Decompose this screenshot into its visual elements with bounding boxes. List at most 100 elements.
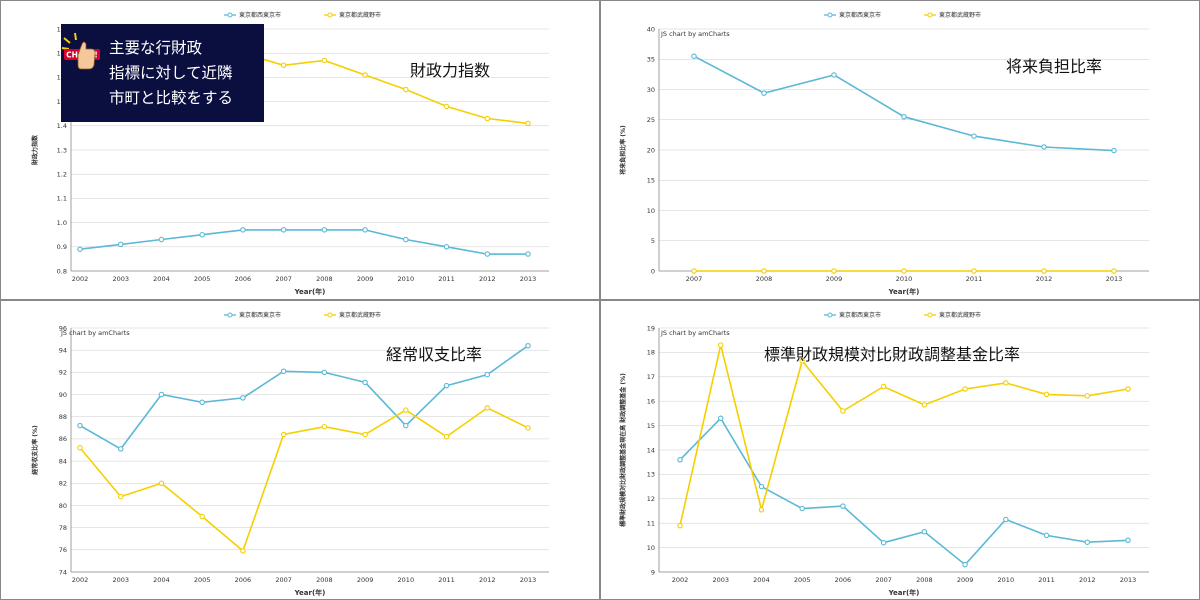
data-point [921,528,928,535]
legend-label-series_a: 東京都西東京市 [839,311,881,319]
data-point [158,480,165,487]
x-tick-label: 2005 [794,576,811,584]
data-point [362,431,368,438]
x-tick-label: 2013 [520,275,537,283]
data-point [240,395,246,401]
data-point [962,561,968,568]
check-pointing-hand-icon: CHECK! [61,32,100,70]
data-point [901,268,907,274]
x-tick-label: 2009 [357,576,374,584]
y-tick-label: 9 [651,568,655,576]
legend-marker-series_a [227,312,233,318]
x-tick-label: 2011 [438,576,455,584]
x-tick-label: 2007 [686,275,703,283]
y-tick-label: 0 [651,267,655,275]
y-tick-label: 12 [647,495,655,503]
x-tick-label: 2002 [72,275,89,283]
data-point [321,423,328,430]
callout-line-2: 指標に対して近隣 [109,64,233,82]
x-tick-label: 2012 [1036,275,1053,283]
x-tick-label: 2008 [756,275,773,283]
data-point [761,268,767,274]
x-tick-label: 2004 [753,576,770,584]
y-tick-label: 78 [59,524,67,532]
data-point [443,244,450,250]
y-axis-title: 経常収支比率 (%) [31,425,39,475]
y-tick-label: 86 [59,435,67,443]
data-point [971,133,977,139]
data-point [199,399,205,406]
x-tick-label: 2007 [875,576,892,584]
y-tick-label: 30 [647,86,655,94]
y-tick-label: 14 [647,446,655,454]
x-tick-label: 2005 [194,576,211,584]
y-tick-label: 16 [647,398,655,406]
chart-panel-future-burden: 東京都西東京市 東京都武蔵野市 0 5 10 15 20 25 30 35 40 2007 2008 20… [601,1,1199,299]
data-point [1125,386,1131,392]
data-point [77,422,83,429]
y-tick-label: 15 [647,422,655,430]
data-point [971,268,977,274]
data-point [831,268,837,274]
legend: 東京都西東京市 東京都武蔵野市 [824,11,981,19]
y-tick-label: 74 [59,568,67,576]
data-point [758,507,765,513]
y-tick-label: 1.1 [57,195,67,203]
y-tick-label: 18 [647,349,655,357]
data-point [280,227,287,233]
chart-credit: JS chart by amCharts [660,30,730,38]
data-point [1125,537,1131,544]
data-point [717,415,724,422]
y-tick-label: 90 [59,391,67,399]
legend-marker-series_b [327,312,333,318]
x-tick-label: 2004 [153,576,170,584]
data-point [525,120,531,127]
y-tick-label: 5 [651,237,655,245]
data-point [362,227,368,233]
data-point [321,57,328,64]
chart-panel-current-balance: 東京都西東京市 東京都武蔵野市 74 76 78 80 82 84 86 88 90 92 94 96 20… [1,301,599,599]
x-tick-label: 2003 [712,576,729,584]
x-tick-label: 2002 [72,576,89,584]
x-axis-title: Year(年) [294,287,326,296]
y-tick-label: 1.4 [57,122,67,130]
legend-label-series_a: 東京都西東京市 [239,311,281,319]
data-point [1041,268,1047,274]
data-point [240,548,246,554]
data-point [77,445,83,451]
chart-credit: JS chart by amCharts [60,329,130,337]
legend-marker-series_b [327,12,333,18]
x-axis-title: Year(年) [888,287,920,296]
data-point [484,371,491,378]
chart-credit: JS chart by amCharts [660,329,730,337]
x-tick-label: 2009 [357,275,374,283]
y-tick-label: 17 [647,373,655,381]
x-tick-label: 2008 [316,576,333,584]
data-point [443,103,450,110]
legend-label-series_a: 東京都西東京市 [839,11,881,19]
y-tick-label: 25 [647,116,655,124]
callout-line-3: 市町と比較をする [109,89,234,107]
chart-future-burden: 東京都西東京市 東京都武蔵野市 0 5 10 15 20 25 30 35 40 2007 2008 20… [619,11,1149,296]
data-point [443,382,450,389]
data-point [484,115,491,122]
y-tick-label: 84 [59,457,67,465]
data-point [280,368,287,375]
x-tick-label: 2012 [479,275,496,283]
data-point [525,342,531,349]
data-point [321,227,328,233]
x-tick-label: 2010 [998,576,1015,584]
legend-marker-series_a [227,12,233,18]
legend-marker-series_b [927,312,933,318]
data-point [403,236,409,243]
data-point [77,246,83,252]
series-line-2 [79,406,529,553]
y-tick-label: 92 [59,369,67,377]
chart-panel-fund-ratio: 東京都西東京市 東京都武蔵野市 9 10 11 12 13 14 15 16 17 18 19 2002 2… [601,301,1199,599]
x-tick-label: 2011 [1038,576,1055,584]
y-tick-label: 88 [59,413,67,421]
y-tick-label: 35 [647,56,655,64]
data-point [1043,532,1050,539]
y-axis-title: 財政力指数 [31,134,39,166]
data-point [677,522,683,529]
